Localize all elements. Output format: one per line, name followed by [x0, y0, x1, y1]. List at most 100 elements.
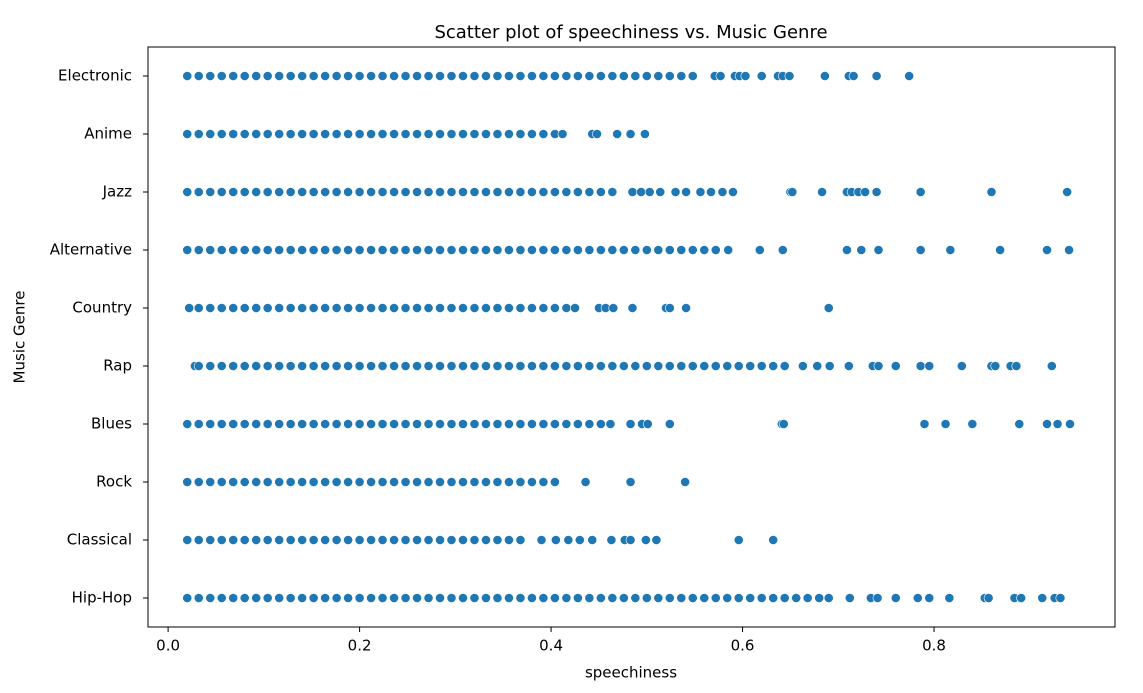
point [728, 187, 738, 197]
point [664, 361, 675, 371]
point [469, 245, 480, 255]
point [515, 477, 526, 487]
point [722, 593, 733, 603]
point [458, 303, 468, 313]
point [400, 593, 411, 603]
point [297, 187, 308, 197]
point [228, 593, 239, 603]
point [630, 361, 641, 371]
point [504, 245, 514, 255]
point [366, 303, 376, 313]
point [262, 477, 273, 487]
point [915, 361, 926, 371]
point [205, 129, 216, 139]
point [228, 71, 239, 81]
point [561, 361, 572, 371]
point [412, 303, 422, 313]
point [538, 477, 549, 487]
point [251, 71, 262, 81]
point [193, 593, 204, 603]
point [550, 419, 560, 429]
point [216, 71, 227, 81]
point [354, 419, 365, 429]
point [699, 361, 710, 371]
point [274, 71, 285, 81]
point [366, 71, 376, 81]
point [504, 71, 514, 81]
point [184, 303, 195, 313]
point [320, 71, 331, 81]
point [400, 477, 411, 487]
point [389, 361, 399, 371]
point [791, 593, 802, 603]
point [458, 419, 468, 429]
point [435, 187, 445, 197]
point [873, 361, 884, 371]
point [412, 71, 422, 81]
point [251, 303, 262, 313]
point [228, 535, 239, 545]
point [354, 129, 365, 139]
point [239, 477, 250, 487]
point [331, 593, 342, 603]
point [515, 303, 526, 313]
point [205, 535, 216, 545]
point [320, 419, 331, 429]
y-tick-label: Jazz [102, 183, 132, 201]
point [653, 245, 664, 255]
point [262, 593, 273, 603]
point [216, 593, 227, 603]
point [400, 419, 411, 429]
point [343, 245, 354, 255]
point [389, 71, 399, 81]
point [797, 361, 808, 371]
point [561, 187, 572, 197]
point [986, 187, 997, 197]
point [1055, 593, 1066, 603]
point [308, 535, 319, 545]
point [627, 303, 638, 313]
point [251, 477, 262, 487]
point [285, 303, 296, 313]
point [331, 129, 342, 139]
point [297, 477, 308, 487]
y-tick-label: Classical [67, 531, 132, 549]
point [481, 187, 491, 197]
point [587, 535, 598, 545]
point [274, 303, 285, 313]
point [412, 535, 422, 545]
point [182, 71, 193, 81]
point [320, 303, 331, 313]
point [699, 245, 710, 255]
point [458, 129, 468, 139]
point [606, 535, 617, 545]
point [983, 593, 994, 603]
point [1011, 361, 1022, 371]
x-tick-label: 0.8 [922, 637, 946, 655]
point [389, 187, 399, 197]
point [641, 245, 652, 255]
point [400, 303, 411, 313]
point [538, 593, 549, 603]
point [400, 129, 411, 139]
point [331, 245, 342, 255]
point [787, 187, 798, 197]
point [446, 535, 457, 545]
point [625, 477, 636, 487]
point [670, 187, 681, 197]
point [251, 245, 262, 255]
point [354, 477, 365, 487]
point [710, 593, 721, 603]
point [308, 419, 319, 429]
y-tick-label: Electronic [58, 67, 132, 85]
point [228, 303, 239, 313]
point [216, 419, 227, 429]
point [469, 71, 480, 81]
point [536, 535, 547, 545]
point [182, 593, 193, 603]
point [320, 593, 331, 603]
point [990, 361, 1001, 371]
point [570, 303, 580, 313]
point [205, 303, 216, 313]
point [664, 245, 675, 255]
